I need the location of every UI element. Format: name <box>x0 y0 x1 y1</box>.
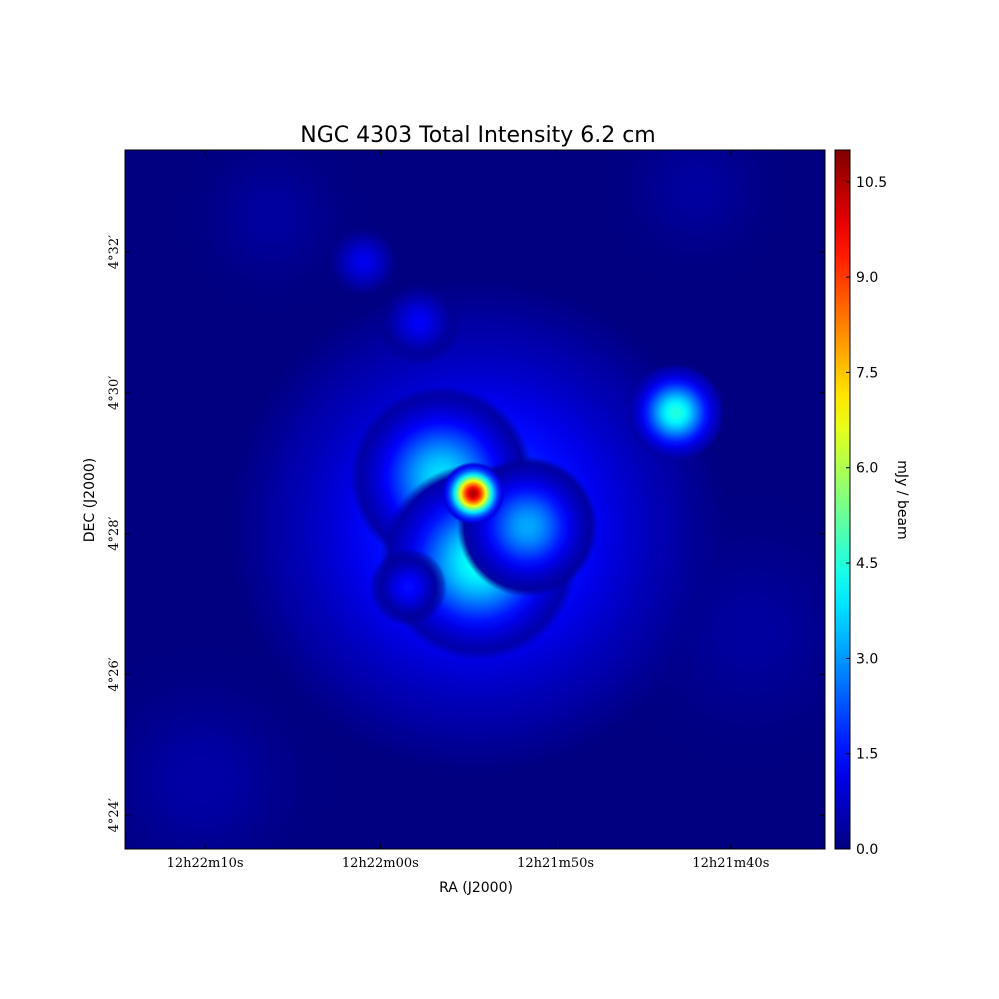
x-tick-label: 12h21m40s <box>692 856 769 871</box>
x-tick-label: 12h22m00s <box>342 856 419 871</box>
x-tick-label: 12h21m50s <box>517 856 594 871</box>
colorbar <box>834 149 851 850</box>
chart-title: NGC 4303 Total Intensity 6.2 cm <box>300 123 655 148</box>
colorbar-tick-label: 6.0 <box>856 461 878 477</box>
x-axis-label: RA (J2000) <box>439 880 513 896</box>
emission-source <box>441 461 505 526</box>
colorbar-tick-label: 10.5 <box>856 175 887 191</box>
colorbar-tick-label: 9.0 <box>856 270 878 286</box>
colorbar-tick-label: 0.0 <box>856 842 878 858</box>
colorbar-tick-label: 4.5 <box>856 556 878 572</box>
y-tick-label: 4°30′ <box>107 376 122 410</box>
y-axis-label: DEC (J2000) <box>82 458 98 543</box>
plot-frame <box>124 149 826 850</box>
emission-source <box>626 363 726 462</box>
colorbar-tick-label: 7.5 <box>856 365 878 381</box>
colorbar-label: mJy / beam <box>894 460 910 539</box>
colorbar-tick-label: 3.0 <box>856 651 878 667</box>
y-tick-label: 4°24′ <box>107 798 122 832</box>
emission-source <box>376 280 462 365</box>
y-tick-label: 4°32′ <box>107 235 122 269</box>
emission-source <box>145 150 399 344</box>
y-tick-label: 4°28′ <box>107 516 122 550</box>
colorbar-tick-label: 1.5 <box>856 747 878 763</box>
emission-source <box>369 548 448 626</box>
emission-source <box>569 150 823 316</box>
image <box>125 150 825 849</box>
emission-source <box>324 223 403 301</box>
y-tick-label: 4°26′ <box>107 657 122 691</box>
x-tick-label: 12h22m10s <box>167 856 244 871</box>
